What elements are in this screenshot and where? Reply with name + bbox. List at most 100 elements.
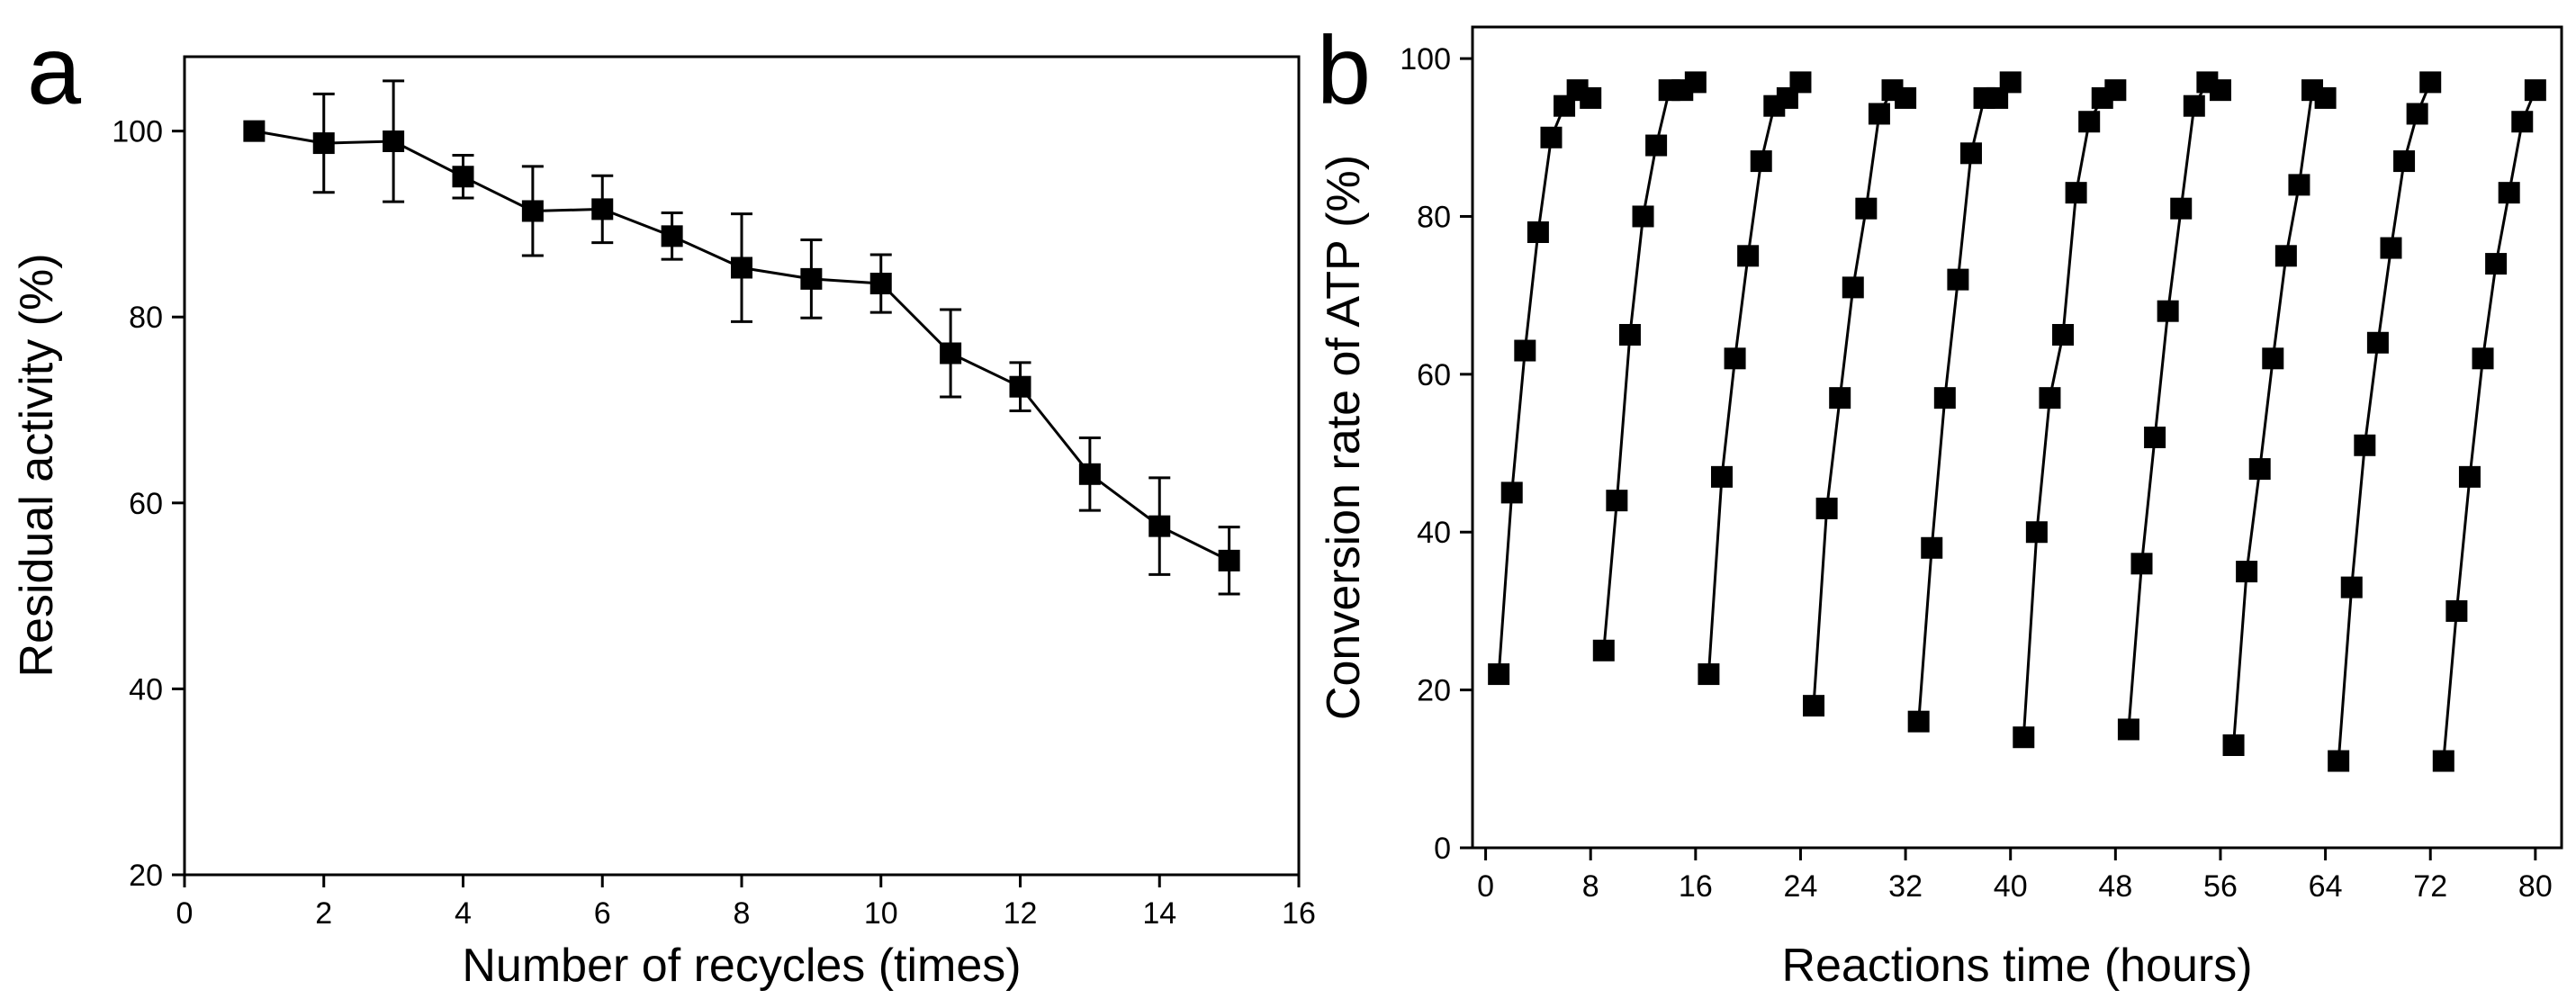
- panel-b-data-point: [1514, 339, 1536, 362]
- panel-a-data-point: [1009, 375, 1031, 398]
- panel-a-x-tick-label: 4: [455, 896, 472, 931]
- panel-b-x-tick-label: 16: [1679, 869, 1713, 904]
- panel-a-data-point: [452, 166, 474, 188]
- panel-b-data-point: [1592, 639, 1615, 662]
- panel-b-x-tick-label: 24: [1784, 869, 1818, 904]
- panel-b-data-point: [2117, 718, 2139, 741]
- panel-b-data-point: [2328, 750, 2350, 772]
- panel-a: a 0 2 4 6 8 10 12 14 16 20 40 60 80 100 Number of rec…: [11, 15, 1316, 992]
- panel-a-y-tick-label: 80: [129, 301, 163, 335]
- panel-b-x-tick-label: 8: [1582, 869, 1599, 904]
- panel-a-ticks: [172, 130, 1301, 887]
- panel-b-data-point: [2065, 182, 2087, 204]
- panel-b-y-tick-label: 20: [1417, 674, 1451, 708]
- panel-b-x-tick-label: 0: [1477, 869, 1494, 904]
- panel-b-y-tick-label: 100: [1400, 42, 1451, 76]
- panel-b-data-point: [2013, 726, 2035, 749]
- panel-a-data-point: [383, 130, 405, 152]
- panel-b-data-point: [1789, 71, 1812, 94]
- panel-b-tick-labels: 0 8 16 24 32 40 48 56 64 72 80 0 20 40 60 80 100: [1400, 42, 2552, 904]
- panel-a-x-tick-label: 8: [734, 896, 751, 931]
- panel-b-data-point: [1868, 103, 1890, 125]
- panel-b-y-tick-label: 80: [1417, 200, 1451, 234]
- panel-b-x-tick-label: 40: [1994, 869, 2028, 904]
- panel-b-data-point: [1907, 710, 1930, 733]
- panel-b-y-axis-title: Conversion rate of ATP (%): [1318, 155, 1370, 720]
- panel-b-y-tick-label: 40: [1417, 516, 1451, 550]
- panel-a-x-tick-label: 6: [594, 896, 611, 931]
- panel-b-data-point: [2432, 750, 2454, 772]
- panel-b-y-tick-label: 60: [1417, 358, 1451, 392]
- panel-b-data-point: [1737, 245, 1760, 267]
- panel-b-series-lines: [1497, 80, 2537, 761]
- panel-b-data-point: [2262, 347, 2284, 370]
- panel-b-x-tick-label: 80: [2518, 869, 2553, 904]
- panel-b-data-point: [1895, 86, 1917, 109]
- panel-b-data-point: [2485, 253, 2508, 275]
- panel-b-x-tick-label: 56: [2203, 869, 2238, 904]
- panel-a-markers: [243, 120, 1240, 572]
- panel-a-data-point: [800, 267, 823, 290]
- panel-b-data-point: [2366, 331, 2389, 354]
- panel-b-data-point: [2288, 174, 2310, 196]
- panel-b-data-point: [2458, 465, 2481, 488]
- panel-b-data-point: [1750, 150, 1772, 173]
- panel-a-y-tick-label: 40: [129, 672, 163, 706]
- panel-b-data-point: [2248, 458, 2271, 481]
- panel-b-series-line-2: [1602, 81, 1697, 651]
- panel-b-data-point: [2406, 103, 2428, 125]
- panel-b-x-tick-label: 72: [2413, 869, 2447, 904]
- panel-a-data-point: [940, 342, 962, 364]
- panel-b-series-line-7: [2127, 80, 2221, 730]
- panel-b-plot-frame: [1471, 25, 2563, 850]
- panel-a-data-point: [312, 132, 335, 155]
- panel-a-letter: a: [27, 15, 82, 124]
- panel-a-x-tick-label: 0: [176, 896, 194, 931]
- panel-b-x-tick-label: 48: [2098, 869, 2132, 904]
- panel-b-data-point: [1540, 126, 1563, 148]
- panel-a-data-point: [731, 256, 752, 279]
- panel-b-data-point: [2380, 237, 2402, 259]
- panel-b-data-point: [2039, 387, 2061, 410]
- panel-a-y-axis-title: Residual activity (%): [11, 253, 63, 677]
- panel-a-data-point: [591, 198, 614, 220]
- panel-b-data-point: [2144, 427, 2166, 448]
- panel-b-x-axis-title: Reactions time (hours): [1781, 940, 2252, 992]
- panel-b-series-line-5: [1917, 81, 2012, 722]
- panel-b-markers: [1488, 71, 2546, 772]
- panel-b-data-point: [2445, 599, 2468, 622]
- panel-b-data-point: [1855, 197, 1878, 220]
- panel-b-data-point: [1803, 695, 1825, 717]
- panel-b-data-point: [2130, 553, 2153, 575]
- panel-b-data-point: [1488, 663, 1510, 686]
- panel-b-data-point: [2157, 300, 2179, 322]
- panel-b-data-point: [1959, 142, 1982, 165]
- panel-b-data-point: [1710, 465, 1733, 488]
- panel-b-data-point: [2104, 79, 2127, 102]
- panel-b-data-point: [2354, 434, 2376, 456]
- panel-b-data-point: [1815, 497, 1838, 519]
- panel-b-data-point: [2511, 111, 2534, 133]
- panel-b-data-point: [2498, 182, 2520, 204]
- panel-a-x-tick-label: 10: [864, 896, 898, 931]
- panel-b-data-point: [1606, 490, 1628, 512]
- panel-b-data-point: [2274, 245, 2297, 267]
- panel-b-series-line-8: [2232, 87, 2327, 746]
- panel-b-data-point: [2314, 86, 2337, 109]
- panel-a-y-tick-label: 100: [112, 115, 163, 149]
- panel-a-data-point: [1218, 549, 1240, 572]
- panel-b-series-line-9: [2337, 81, 2432, 761]
- panel-b-data-point: [2222, 734, 2245, 756]
- panel-b-letter: b: [1317, 15, 1371, 124]
- panel-a-x-tick-label: 2: [315, 896, 332, 931]
- panel-a-series-lines: [254, 130, 1230, 562]
- panel-a-x-tick-label: 16: [1282, 896, 1316, 931]
- panel-b-data-point: [2025, 521, 2048, 544]
- panel-b-data-point: [2170, 197, 2193, 220]
- panel-a-y-tick-label: 20: [129, 859, 163, 893]
- panel-a-errorbars: [312, 79, 1240, 596]
- panel-a-data-point: [243, 120, 266, 142]
- panel-a-data-point: [1148, 515, 1171, 537]
- panel-b-data-point: [2524, 79, 2546, 102]
